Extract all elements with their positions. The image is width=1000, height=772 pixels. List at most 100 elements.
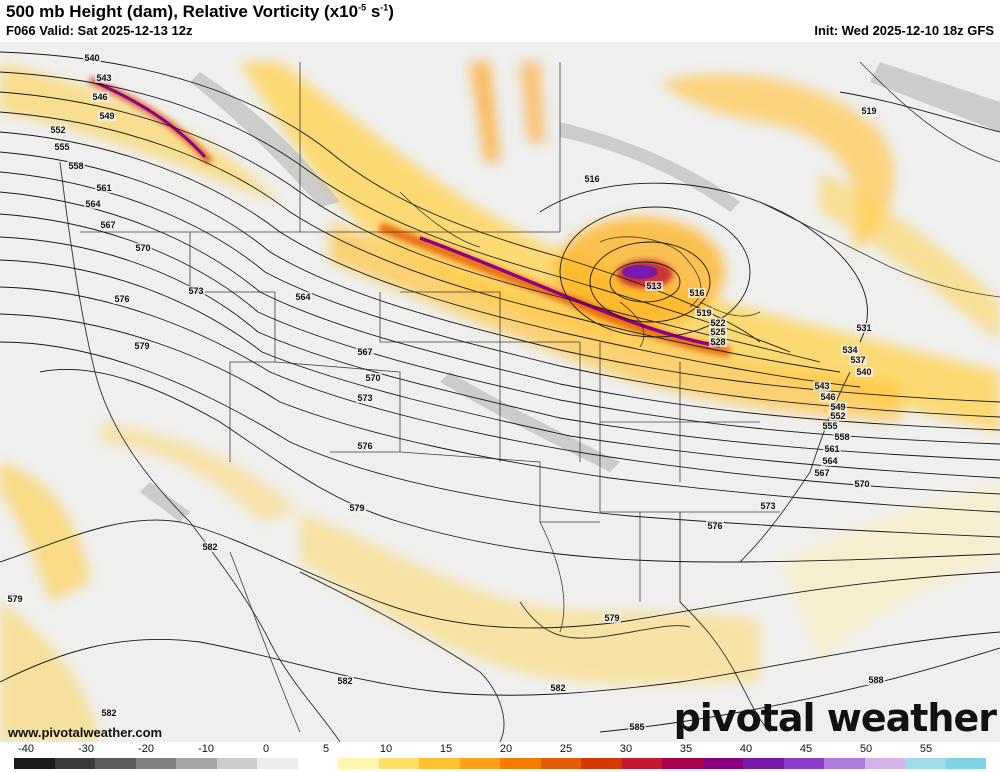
contour-label-bg: [813, 381, 831, 391]
colorbar-segment: [824, 758, 865, 769]
vorticity-field: [0, 62, 1000, 742]
contour-label: 543: [96, 73, 111, 83]
colorbar-segment: [662, 758, 703, 769]
contour-label: 543: [814, 381, 829, 391]
contour-label: 567: [100, 220, 115, 230]
contour-label-bg: [855, 323, 873, 333]
brand-logo: pivotal weather: [673, 696, 997, 740]
colorbar-tick-label: 45: [799, 743, 813, 755]
contour-label: 519: [696, 308, 711, 318]
contour-label-bg: [849, 355, 867, 365]
contour-label-bg: [187, 286, 205, 296]
contour-label: 570: [854, 479, 869, 489]
contour-label-bg: [83, 53, 101, 63]
contour-label: 573: [188, 286, 203, 296]
contour-label: 561: [96, 183, 111, 193]
contour-label-bg: [98, 111, 116, 121]
contour-label-bg: [134, 243, 152, 253]
colorbar-tick-label: 20: [499, 743, 513, 755]
contour-label-bg: [829, 411, 847, 421]
contour-label-bg: [113, 294, 131, 304]
contour-label-bg: [67, 161, 85, 171]
contour-label: 582: [101, 708, 116, 718]
colorbar-tick-label: -20: [138, 743, 154, 755]
contour-label: 555: [54, 142, 69, 152]
contour-label: 564: [85, 199, 100, 209]
contour-label-bg: [100, 708, 118, 718]
contour-label: 576: [707, 521, 722, 531]
colorbar-segment: [135, 758, 176, 769]
map-title: 500 mb Height (dam), Relative Vorticity …: [6, 2, 394, 21]
colorbar-segment: [338, 758, 379, 769]
contour-label-bg: [706, 521, 724, 531]
contour-label-bg: [860, 106, 878, 116]
colorbar-tick-label: 35: [679, 743, 693, 755]
contour-label: 546: [92, 92, 107, 102]
contour-label-bg: [833, 432, 851, 442]
contour-label-bg: [294, 292, 312, 302]
contour-label-bg: [364, 373, 382, 383]
contour-label-bg: [356, 441, 374, 451]
colorbar-tick-label: 55: [919, 743, 933, 755]
contour-label: 558: [68, 161, 83, 171]
contour-label: 570: [365, 373, 380, 383]
contour-label-bg: [356, 347, 374, 357]
contour-label: 546: [820, 392, 835, 402]
colorbar: -40 -30 -20 -10 0 5 10 15 20 25 30 35 40 45 50 55: [0, 742, 1000, 772]
contour-label: 564: [822, 456, 837, 466]
colorbar-segment: [783, 758, 824, 769]
contour-label: 552: [50, 125, 65, 135]
contour-label-bg: [853, 479, 871, 489]
contour-label-bg: [819, 392, 837, 402]
colorbar-segment: [864, 758, 905, 769]
colorbar-tick-label: 30: [619, 743, 633, 755]
colorbar-segment: [621, 758, 662, 769]
map-canvas: 5405435465495525555585615645675705735645…: [0, 42, 1000, 742]
contour-label-bg: [821, 456, 839, 466]
contour-label-bg: [549, 683, 567, 693]
contour-label: 528: [710, 337, 725, 347]
contour-label-bg: [759, 501, 777, 511]
contour-label: 516: [584, 174, 599, 184]
colorbar-tick-label: -10: [198, 743, 214, 755]
contour-label-bg: [95, 73, 113, 83]
height-contours: [0, 51, 1000, 733]
contour-label-bg: [133, 341, 151, 351]
colorbar-segment: [297, 758, 338, 769]
contour-label-bg: [813, 468, 831, 478]
contour-label-bg: [336, 676, 354, 686]
contour-label-bg: [603, 613, 621, 623]
contour-label: 585: [629, 722, 644, 732]
contour-label: 579: [134, 341, 149, 351]
colorbar-segment: [54, 758, 95, 769]
contour-labels: 5405435465495525555585615645675705735645…: [6, 53, 885, 732]
contour-label-bg: [99, 220, 117, 230]
contour-label: 570: [135, 243, 150, 253]
colorbar-segment: [95, 758, 136, 769]
contour-label: 549: [99, 111, 114, 121]
colorbar-segment: [459, 758, 500, 769]
colorbar-tick-label: 50: [859, 743, 873, 755]
colorbar-segment: [216, 758, 257, 769]
colorbar-segment: [540, 758, 581, 769]
colorbar-tick-label: -40: [18, 743, 34, 755]
contour-label-bg: [867, 675, 885, 685]
contour-label: 582: [550, 683, 565, 693]
contour-label: 522: [710, 318, 725, 328]
contour-label: 549: [830, 402, 845, 412]
contour-label-bg: [583, 174, 601, 184]
colorbar-labels: -40 -30 -20 -10 0 5 10 15 20 25 30 35 40 45 50 55: [14, 743, 986, 757]
contour-label: 525: [710, 327, 725, 337]
contour-label: 534: [842, 345, 857, 355]
contour-label: 519: [861, 106, 876, 116]
colorbar-segment: [257, 758, 298, 769]
contour-label-bg: [84, 199, 102, 209]
contour-label-bg: [95, 183, 113, 193]
contour-label: 579: [349, 503, 364, 513]
contour-label: 540: [84, 53, 99, 63]
contour-label: 588: [868, 675, 883, 685]
contour-label: 513: [646, 281, 661, 291]
colorbar-scale: [14, 758, 986, 769]
contour-label: 567: [357, 347, 372, 357]
contour-label: 555: [822, 421, 837, 431]
